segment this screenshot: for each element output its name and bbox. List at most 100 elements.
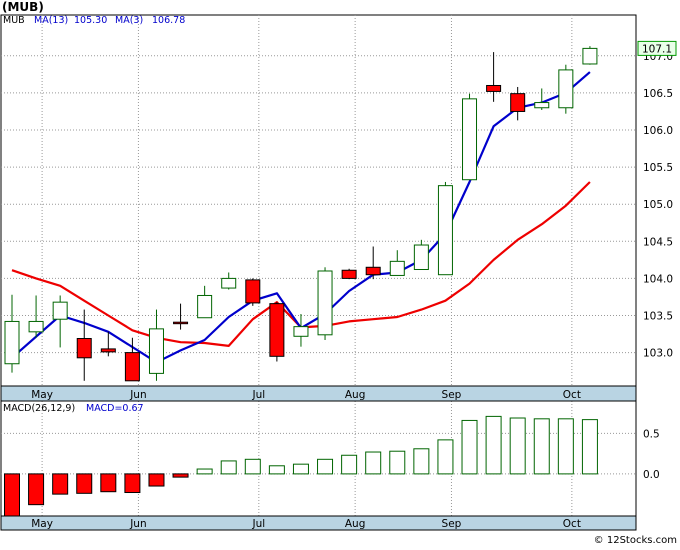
macd-bar bbox=[533, 418, 550, 475]
macd-bar bbox=[196, 468, 213, 475]
legend-ma3-value: 106.78 bbox=[152, 15, 185, 26]
candle-body bbox=[197, 294, 213, 319]
price-tick-label: 104.5 bbox=[643, 236, 673, 248]
candle-body bbox=[341, 269, 357, 279]
macd-bar bbox=[100, 473, 117, 493]
macd-bar bbox=[581, 419, 598, 475]
macd-tick-label: 0.0 bbox=[643, 469, 660, 481]
date-axis-label: Jun bbox=[129, 518, 146, 530]
macd-bar bbox=[148, 473, 165, 487]
candle-body bbox=[365, 266, 381, 276]
candle-body bbox=[389, 260, 405, 276]
price-panel: 103.0 103.5 104.0 104.5 105.0 105.5 106.0 106.5… bbox=[0, 14, 673, 387]
candle-body bbox=[124, 352, 140, 382]
candle bbox=[269, 302, 285, 362]
date-axis-label: Oct bbox=[563, 518, 581, 530]
candle bbox=[245, 278, 261, 306]
last-price-label: 107.1 bbox=[642, 43, 672, 55]
candle bbox=[582, 46, 598, 65]
candle bbox=[148, 309, 164, 381]
candle bbox=[124, 337, 140, 382]
candle-body bbox=[28, 320, 44, 333]
price-tick-label: 106.5 bbox=[643, 88, 673, 100]
candle bbox=[534, 88, 550, 110]
candle-body bbox=[437, 185, 453, 276]
candle bbox=[28, 295, 44, 338]
candle-body bbox=[100, 348, 116, 353]
candle-body bbox=[558, 69, 574, 109]
legend-ma13-label: MA(13) bbox=[34, 15, 68, 26]
date-axis-label: Jul bbox=[251, 389, 265, 401]
macd-bar bbox=[437, 439, 454, 475]
candle bbox=[52, 295, 68, 348]
date-axis-label: Aug bbox=[345, 518, 366, 530]
macd-bar bbox=[509, 417, 526, 475]
macd-bar bbox=[244, 458, 261, 475]
macd-date-axis bbox=[0, 515, 637, 531]
macd-bar bbox=[557, 418, 574, 475]
legend-ma3-label: MA(3) bbox=[115, 15, 143, 26]
macd-plot-area bbox=[0, 400, 637, 517]
macd-bar bbox=[413, 448, 430, 475]
candle-body bbox=[76, 338, 92, 359]
date-axis-label: Jul bbox=[251, 518, 265, 530]
macd-bar bbox=[4, 473, 20, 518]
candle-body bbox=[510, 93, 526, 112]
candle-body bbox=[245, 279, 261, 304]
candle bbox=[365, 246, 381, 280]
macd-bar bbox=[52, 473, 69, 495]
candle bbox=[173, 303, 189, 330]
macd-tick-label: 0.5 bbox=[643, 428, 660, 440]
macd-bar bbox=[341, 454, 358, 475]
candle-body bbox=[293, 326, 309, 337]
candle bbox=[341, 268, 357, 280]
date-axis-label: Oct bbox=[563, 389, 581, 401]
price-tick-label: 104.0 bbox=[643, 273, 673, 285]
macd-bar bbox=[485, 415, 502, 475]
candle-body bbox=[148, 328, 164, 374]
candle bbox=[4, 294, 20, 373]
candle-body bbox=[462, 98, 478, 181]
candle bbox=[221, 272, 237, 290]
macd-bar bbox=[124, 473, 141, 494]
macd-bar bbox=[389, 450, 406, 475]
macd-panel: 0.0 0.5 bbox=[0, 400, 660, 518]
candle-body bbox=[221, 277, 237, 289]
price-tick-label: 105.5 bbox=[643, 162, 673, 174]
candle bbox=[76, 309, 92, 381]
date-axis-label: Aug bbox=[345, 389, 366, 401]
candle bbox=[389, 250, 405, 276]
date-axis-label: Jun bbox=[129, 389, 146, 401]
macd-bar bbox=[220, 460, 237, 475]
macd-bar bbox=[461, 419, 478, 475]
legend-ticker: MUB bbox=[3, 15, 25, 26]
macd-bar bbox=[268, 465, 285, 475]
price-tick-label: 105.0 bbox=[643, 199, 673, 211]
legend-ma13-value: 105.30 bbox=[74, 15, 107, 26]
candle-body bbox=[52, 301, 68, 320]
price-tick-label: 103.5 bbox=[643, 311, 673, 323]
candle bbox=[437, 181, 453, 276]
candle bbox=[100, 331, 116, 357]
candle-body bbox=[413, 244, 429, 271]
macd-bar bbox=[317, 458, 334, 475]
candle-body bbox=[173, 321, 189, 325]
macd-bar bbox=[365, 451, 382, 475]
candle bbox=[197, 285, 213, 319]
macd-title: MACD(26,12,9) bbox=[3, 403, 75, 414]
candle bbox=[462, 93, 478, 181]
macd-bar bbox=[28, 473, 45, 506]
candle-body bbox=[486, 84, 502, 92]
candle bbox=[293, 314, 309, 347]
candle-body bbox=[269, 303, 285, 357]
candle bbox=[510, 86, 526, 121]
date-axis-label: Sep bbox=[442, 389, 462, 401]
candle bbox=[317, 267, 333, 340]
price-tick-label: 106.0 bbox=[643, 125, 673, 137]
macd-bar bbox=[172, 473, 189, 478]
candle bbox=[413, 239, 429, 271]
candle bbox=[558, 64, 574, 114]
macd-bar bbox=[292, 463, 309, 475]
date-axis-label: May bbox=[31, 518, 53, 530]
